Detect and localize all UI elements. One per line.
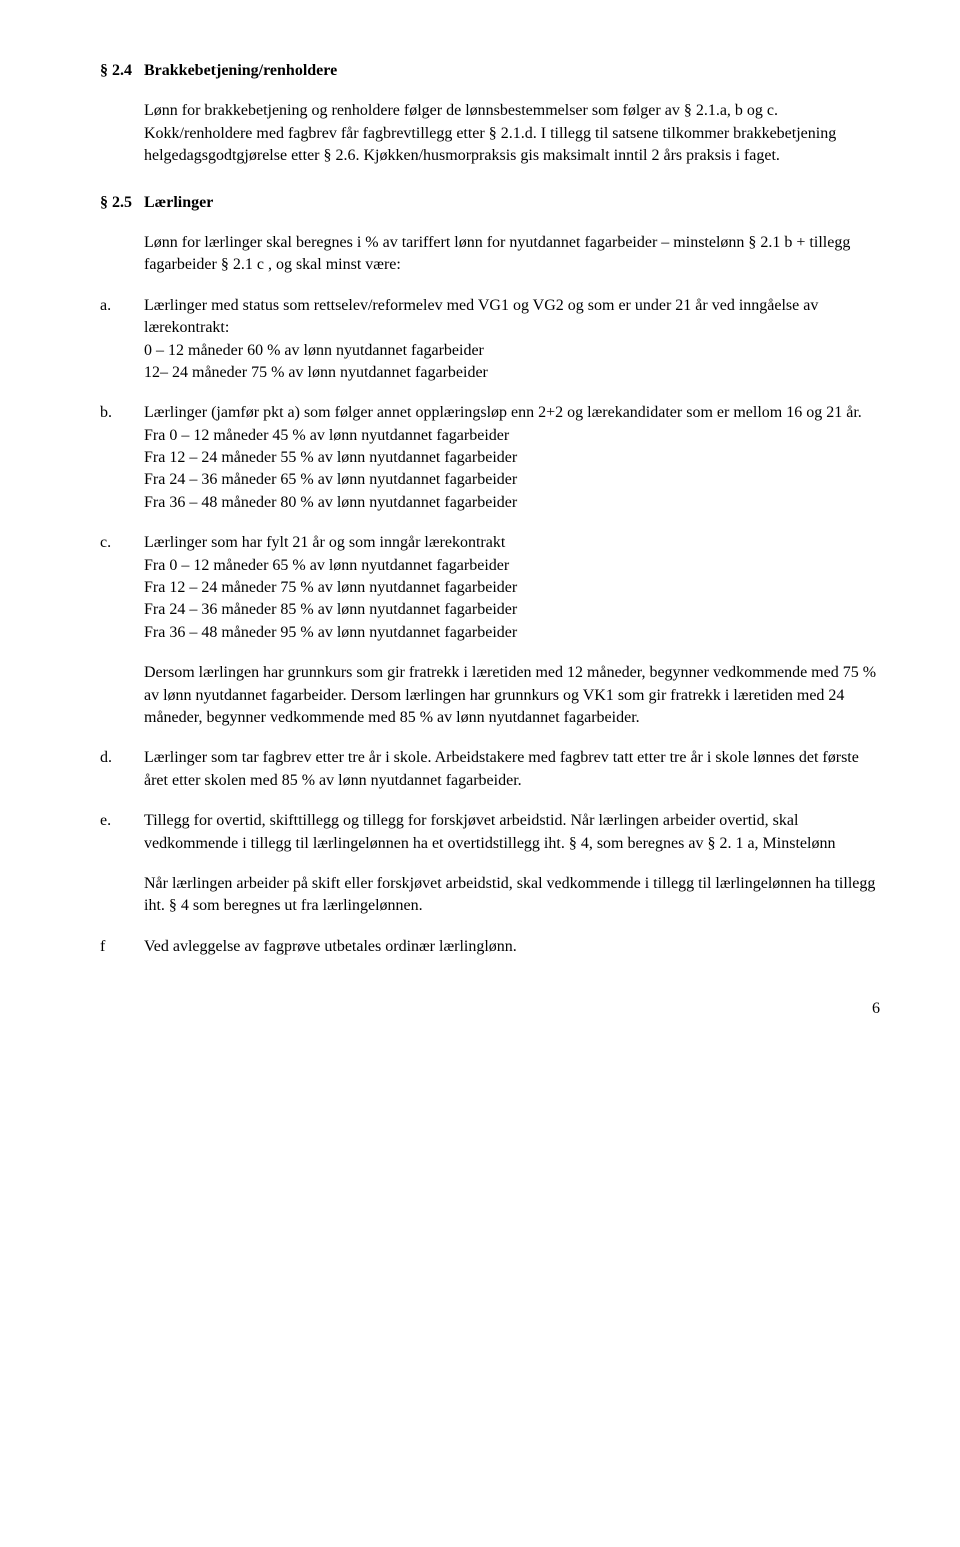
page-number: 6 — [100, 998, 880, 1020]
section-2-5-title: Lærlinger — [144, 194, 213, 211]
marker-e: e. — [100, 810, 144, 918]
content-e: Tillegg for overtid, skifttillegg og til… — [144, 810, 880, 918]
section-2-4-title: Brakkebetjening/renholdere — [144, 62, 337, 79]
content-c: Lærlinger som har fylt 21 år og som inng… — [144, 532, 880, 729]
list-item-b: b. Lærlinger (jamfør pkt a) som følger a… — [100, 402, 880, 514]
item-e-p2: Når lærlingen arbeider på skift eller fo… — [144, 873, 880, 918]
content-b: Lærlinger (jamfør pkt a) som følger anne… — [144, 402, 880, 514]
section-2-4-num: § 2.4 — [100, 60, 144, 82]
marker-b: b. — [100, 402, 144, 514]
list-item-d: d. Lærlinger som tar fagbrev etter tre å… — [100, 747, 880, 792]
section-2-5-num: § 2.5 — [100, 192, 144, 214]
section-2-4-body: Lønn for brakkebetjening og renholdere f… — [144, 100, 880, 167]
content-a: Lærlinger med status som rettselev/refor… — [144, 295, 880, 385]
item-b-head: Lærlinger (jamfør pkt a) som følger anne… — [144, 404, 862, 421]
item-b-line-3: Fra 36 – 48 måneder 80 % av lønn nyutdan… — [144, 492, 880, 514]
item-c-tail: Dersom lærlingen har grunnkurs som gir f… — [144, 662, 880, 729]
item-a-line-1: 12– 24 måneder 75 % av lønn nyutdannet f… — [144, 362, 880, 384]
marker-d: d. — [100, 747, 144, 792]
item-e-p1: Tillegg for overtid, skifttillegg og til… — [144, 810, 880, 855]
marker-f: f — [100, 936, 144, 958]
item-c-line-1: Fra 12 – 24 måneder 75 % av lønn nyutdan… — [144, 577, 880, 599]
content-d: Lærlinger som tar fagbrev etter tre år i… — [144, 747, 880, 792]
section-2-5-intro: Lønn for lærlinger skal beregnes i % av … — [144, 232, 880, 277]
section-2-4-heading: § 2.4Brakkebetjening/renholdere — [100, 60, 880, 82]
item-b-line-0: Fra 0 – 12 måneder 45 % av lønn nyutdann… — [144, 425, 880, 447]
item-c-line-0: Fra 0 – 12 måneder 65 % av lønn nyutdann… — [144, 555, 880, 577]
item-c-head: Lærlinger som har fylt 21 år og som inng… — [144, 534, 505, 551]
section-2-5-heading: § 2.5Lærlinger — [100, 192, 880, 214]
list-item-a: a. Lærlinger med status som rettselev/re… — [100, 295, 880, 385]
list-item-e: e. Tillegg for overtid, skifttillegg og … — [100, 810, 880, 918]
marker-c: c. — [100, 532, 144, 729]
marker-a: a. — [100, 295, 144, 385]
item-c-line-2: Fra 24 – 36 måneder 85 % av lønn nyutdan… — [144, 599, 880, 621]
item-b-line-1: Fra 12 – 24 måneder 55 % av lønn nyutdan… — [144, 447, 880, 469]
content-f: Ved avleggelse av fagprøve utbetales ord… — [144, 936, 880, 958]
item-c-line-3: Fra 36 – 48 måneder 95 % av lønn nyutdan… — [144, 622, 880, 644]
list-item-c: c. Lærlinger som har fylt 21 år og som i… — [100, 532, 880, 729]
item-a-line-0: 0 – 12 måneder 60 % av lønn nyutdannet f… — [144, 340, 880, 362]
list-item-f: f Ved avleggelse av fagprøve utbetales o… — [100, 936, 880, 958]
item-b-line-2: Fra 24 – 36 måneder 65 % av lønn nyutdan… — [144, 469, 880, 491]
item-a-head: Lærlinger med status som rettselev/refor… — [144, 297, 818, 336]
